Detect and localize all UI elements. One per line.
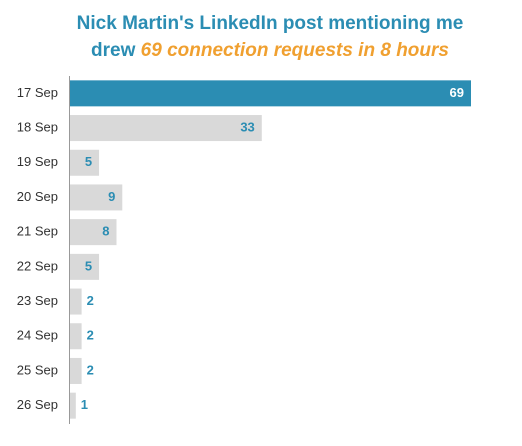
title-text: drew [91, 40, 136, 61]
y-tick-label: 18 Sep [17, 119, 58, 134]
chart-title: Nick Martin's LinkedIn post mentioning m… [77, 13, 464, 34]
y-tick-label: 19 Sep [17, 154, 58, 169]
data-label: 1 [81, 397, 88, 412]
data-label: 2 [87, 328, 94, 343]
data-label: 69 [450, 85, 464, 100]
bar [70, 149, 100, 176]
bar [70, 115, 262, 142]
data-label: 2 [87, 293, 94, 308]
title-highlight: 69 connection requests in 8 hours [141, 40, 449, 61]
y-tick-label: 23 Sep [17, 293, 58, 308]
data-label: 33 [240, 119, 254, 134]
bar [70, 184, 123, 211]
data-label: 2 [87, 362, 94, 377]
data-label: 9 [108, 189, 115, 204]
bar [70, 357, 82, 384]
bar [70, 288, 82, 315]
y-tick-label: 20 Sep [17, 189, 58, 204]
chart-title-line2: drew 69 connection requests in 8 hours [91, 40, 449, 61]
bar [70, 392, 76, 419]
y-tick-label: 17 Sep [17, 85, 58, 100]
data-label: 5 [85, 154, 92, 169]
bar [70, 323, 82, 350]
y-tick-label: 21 Sep [17, 224, 58, 239]
y-tick-label: 26 Sep [17, 397, 58, 412]
y-tick-label: 25 Sep [17, 362, 58, 377]
y-tick-label: 22 Sep [17, 258, 58, 273]
data-label: 5 [85, 258, 92, 273]
data-label: 8 [102, 224, 109, 239]
bar [70, 219, 117, 246]
bar [70, 253, 100, 280]
bar [70, 80, 471, 107]
y-tick-label: 24 Sep [17, 328, 58, 343]
